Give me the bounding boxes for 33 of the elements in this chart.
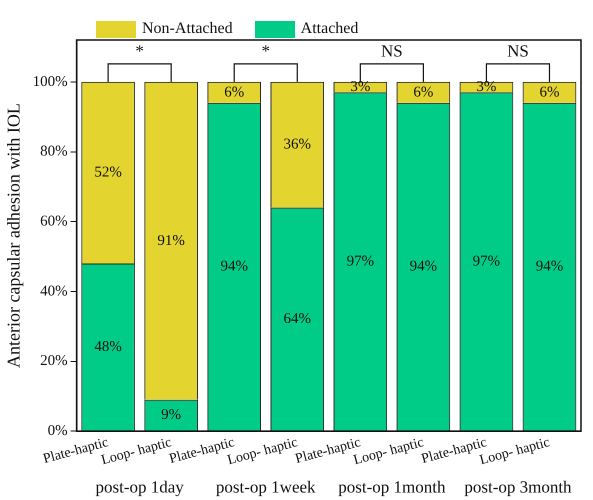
data-label: 64% [284, 311, 312, 328]
y-tick-label: 40% [40, 283, 68, 300]
y-tick-label: 20% [40, 353, 68, 370]
annotation: * [135, 41, 144, 60]
data-label: 9% [161, 407, 182, 424]
data-label: 3% [476, 79, 496, 96]
data-label: 94% [536, 258, 564, 275]
annotation: NS [507, 41, 529, 60]
data-label: 94% [220, 258, 248, 275]
data-label: 94% [410, 258, 438, 275]
data-label: 52% [94, 164, 122, 181]
data-label: 6% [224, 84, 244, 100]
data-label: 91% [157, 232, 185, 249]
legend-label: Non-Attached [142, 20, 233, 38]
legend-label: Attached [300, 20, 358, 38]
text: post-op 1month [338, 477, 446, 496]
y-tick-label: 60% [40, 214, 68, 230]
text: post-op 1week [216, 477, 316, 496]
annotation: NS [380, 41, 403, 60]
annotation: * [261, 41, 270, 60]
data-label: 6% [539, 84, 560, 100]
data-label: 6% [413, 84, 434, 100]
data-label: 97% [346, 253, 374, 270]
y-tick-label: 100% [32, 74, 68, 90]
y-tick-label: 80% [40, 144, 68, 160]
text: post-op 3month [464, 477, 572, 496]
data-label: 36% [284, 136, 312, 153]
data-label: 97% [472, 253, 500, 270]
text: post-op 1day [95, 477, 184, 496]
y-tick-label: 0% [48, 423, 68, 440]
data-label: 48% [94, 339, 122, 356]
y-axis-title: Anterior capsular adhesion with IOL [4, 103, 24, 368]
data-label: 3% [350, 79, 370, 96]
